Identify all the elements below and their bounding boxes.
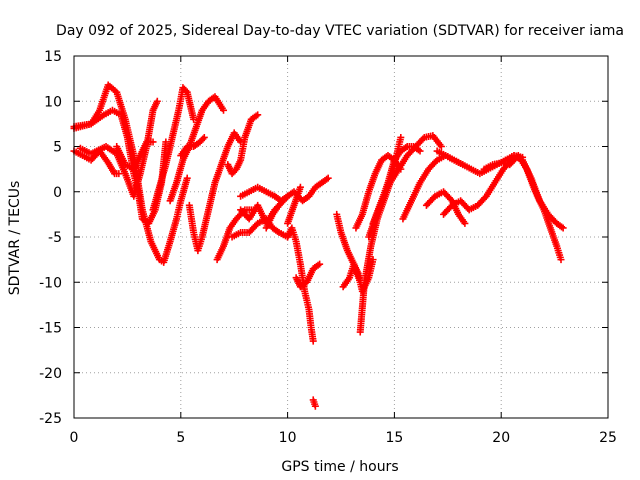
data-point-marker: [397, 133, 405, 141]
series-arc19: [309, 396, 319, 410]
y-tick-label: 10: [44, 94, 62, 110]
data-point-marker: [254, 111, 262, 119]
x-tick-label: 20: [492, 430, 510, 446]
y-tick-label: -20: [39, 366, 62, 382]
series-arc11: [224, 111, 262, 178]
series-arc31: [501, 152, 567, 232]
data-point-marker: [437, 143, 445, 150]
series-arc12: [237, 183, 292, 205]
x-tick-label: 15: [385, 430, 403, 446]
series-arc18: [284, 183, 304, 227]
series-arc17: [292, 260, 324, 291]
y-tick-label: 5: [53, 140, 62, 156]
y-tick-label: 15: [44, 49, 62, 65]
series-arc27: [422, 188, 469, 227]
chart-title: Day 092 of 2025, Sidereal Day-to-day VTE…: [56, 23, 624, 39]
y-tick-label: -25: [39, 411, 62, 427]
x-tick-label: 0: [70, 430, 79, 446]
data-point-marker: [190, 115, 198, 123]
data-point-marker: [115, 170, 123, 178]
series-arc5: [113, 138, 157, 173]
series-arc25: [369, 132, 445, 227]
data-point-marker: [182, 87, 190, 95]
x-axis-label: GPS time / hours: [281, 459, 398, 475]
series-arc15: [262, 174, 332, 232]
data-point-marker: [309, 337, 317, 345]
data-point-marker: [153, 97, 161, 105]
data-point-marker: [149, 138, 157, 146]
data-point-marker: [557, 256, 565, 264]
data-point-marker: [183, 174, 191, 182]
data-point-marker: [311, 402, 319, 410]
y-tick-label: -15: [39, 321, 62, 337]
data-points: [70, 81, 567, 410]
data-point-marker: [220, 106, 228, 114]
series-arc23: [352, 152, 405, 232]
data-point-marker: [252, 221, 260, 229]
data-point-marker: [296, 183, 304, 191]
data-point-marker: [324, 174, 332, 182]
series-arc8: [177, 133, 208, 160]
y-tick-label: 0: [53, 185, 62, 201]
data-point-marker: [316, 260, 324, 268]
series-arc28: [440, 156, 516, 218]
y-tick-label: -10: [39, 275, 62, 291]
y-axis-label: SDTVAR / TECUs: [7, 181, 23, 296]
x-tick-label: 10: [279, 430, 297, 446]
y-tick-label: -5: [48, 230, 62, 246]
y-tick-labels: 15 10 5 0 -5 -10 -15 -20 -25: [39, 49, 62, 427]
data-point-marker: [432, 158, 440, 166]
series-arc9: [185, 129, 245, 255]
x-tick-labels: 0 5 10 15 20 25: [70, 430, 617, 446]
data-point-marker: [430, 194, 438, 202]
x-tick-label: 25: [599, 430, 617, 446]
data-point-marker: [447, 203, 455, 211]
series-arc4: [70, 106, 170, 227]
data-point-marker: [200, 133, 208, 141]
plot-frame: [73, 55, 609, 419]
series-arc21: [339, 256, 377, 295]
data-point-marker: [419, 135, 427, 143]
series-arc6: [149, 84, 198, 214]
data-point-marker: [559, 224, 567, 232]
data-point-marker: [416, 147, 424, 155]
data-point-marker: [199, 135, 207, 143]
data-point-marker: [461, 219, 469, 227]
x-tick-label: 5: [176, 430, 185, 446]
